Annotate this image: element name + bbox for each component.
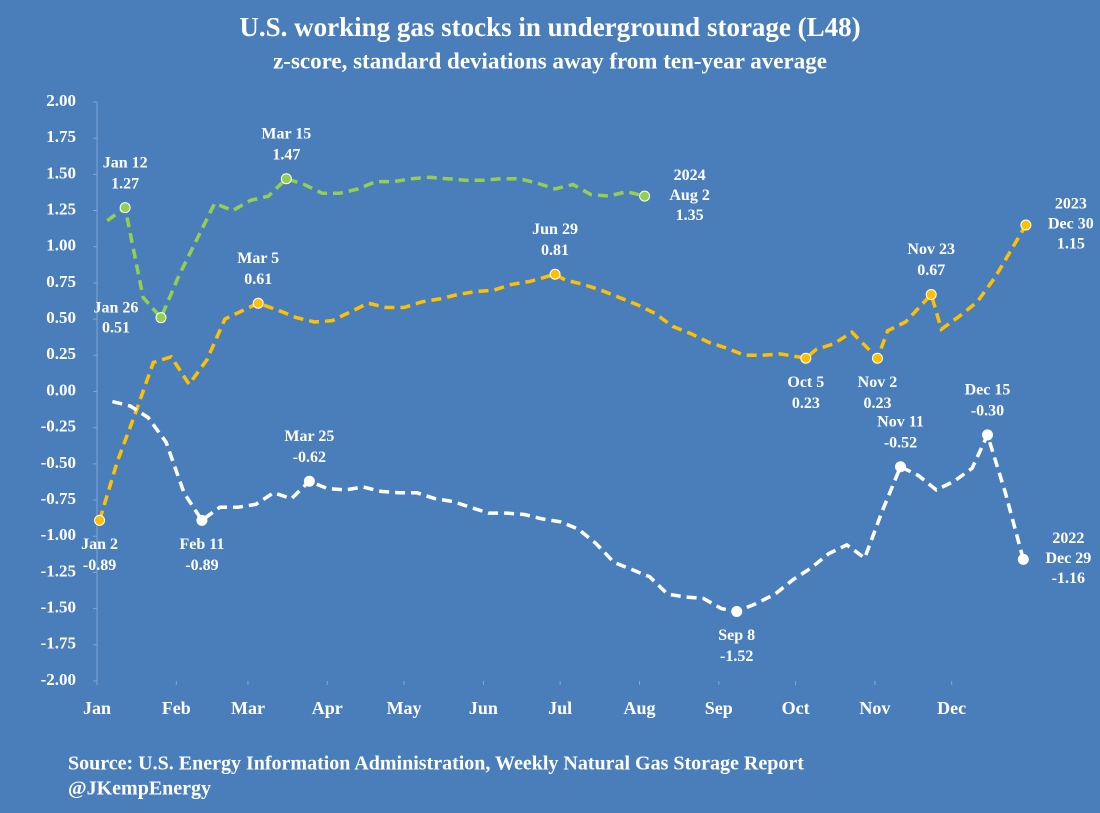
series-line — [106, 175, 646, 321]
y-tick-label: -0.25 — [41, 417, 76, 436]
point-marker — [94, 514, 106, 526]
point-marker — [1017, 553, 1029, 565]
point-marker — [639, 190, 651, 202]
y-tick-label: 1.25 — [46, 199, 76, 218]
y-tick-label: -1.00 — [41, 525, 76, 544]
point-date-label: Nov 11 — [877, 413, 924, 430]
point-date-label: Aug 2 — [669, 187, 709, 204]
point-value-label: -1.52 — [720, 648, 753, 665]
y-tick-label: 1.75 — [46, 127, 76, 146]
point-date-label: Jan 26 — [94, 299, 139, 316]
point-marker — [280, 173, 292, 185]
y-tick-label: -0.75 — [41, 489, 76, 508]
point-date-label: Oct 5 — [787, 374, 824, 391]
point-marker — [1020, 219, 1032, 231]
point-marker — [252, 297, 264, 309]
chart-title: U.S. working gas stocks in underground s… — [239, 12, 860, 42]
point-date-label: Jun 29 — [532, 221, 578, 238]
point-marker — [800, 352, 812, 364]
source-note: Source: U.S. Energy Information Administ… — [68, 753, 804, 775]
point-date-label: Mar 25 — [284, 428, 334, 445]
y-tick-label: -2.00 — [41, 670, 76, 689]
x-tick-label: Jun — [469, 698, 498, 718]
point-date-label: Nov 2 — [858, 374, 898, 391]
x-tick-label: Dec — [937, 698, 966, 718]
point-marker — [155, 312, 167, 324]
x-tick-label: Jul — [548, 698, 572, 718]
point-value-label: 0.67 — [917, 262, 945, 279]
y-tick-label: -1.50 — [41, 598, 76, 617]
series-line — [97, 224, 1028, 521]
x-tick-label: Aug — [623, 698, 655, 718]
y-tick-label: 2.00 — [46, 91, 76, 110]
y-tick-label: -1.75 — [41, 634, 76, 653]
x-tick-label: Oct — [782, 698, 810, 718]
point-value-label: 1.27 — [111, 175, 139, 192]
point-value-label: -1.16 — [1052, 570, 1085, 587]
series-name-label: 2023 — [1055, 196, 1087, 213]
point-date-label: Dec 30 — [1048, 216, 1094, 233]
point-marker — [549, 268, 561, 280]
point-marker — [731, 606, 743, 618]
y-tick-label: -0.50 — [41, 453, 76, 472]
point-value-label: 0.23 — [863, 395, 891, 412]
point-marker — [303, 475, 315, 487]
x-tick-label: Nov — [859, 698, 890, 718]
series-line — [111, 399, 1025, 614]
point-marker — [981, 429, 993, 441]
point-marker — [119, 202, 131, 214]
point-value-label: 0.61 — [244, 271, 272, 288]
x-tick-label: Apr — [312, 698, 343, 718]
y-tick-label: 0.00 — [46, 380, 76, 399]
point-value-label: -0.62 — [293, 449, 326, 466]
point-value-label: -0.52 — [884, 434, 917, 451]
point-value-label: 1.35 — [676, 207, 704, 224]
x-tick-label: Sep — [705, 698, 733, 718]
point-date-label: Mar 5 — [237, 250, 279, 267]
point-value-label: 0.81 — [541, 242, 569, 259]
point-value-label: 0.23 — [792, 395, 820, 412]
point-value-label: 1.47 — [272, 146, 300, 163]
point-date-label: Dec 29 — [1045, 550, 1091, 567]
point-marker — [196, 514, 208, 526]
y-tick-label: 0.50 — [46, 308, 76, 327]
y-tick-label: 1.50 — [46, 163, 76, 182]
x-tick-label: May — [387, 698, 422, 718]
y-tick-label: 0.75 — [46, 272, 76, 291]
y-tick-label: 1.00 — [46, 236, 76, 255]
point-date-label: Jan 2 — [81, 536, 118, 553]
series-name-label: 2022 — [1052, 530, 1084, 547]
point-value-label: 1.15 — [1057, 236, 1085, 253]
point-date-label: Sep 8 — [718, 627, 755, 644]
point-date-label: Dec 15 — [965, 382, 1011, 399]
x-tick-label: Mar — [231, 698, 265, 718]
point-marker — [871, 352, 883, 364]
point-value-label: -0.89 — [83, 557, 116, 574]
author-note: @JKempEnergy — [68, 778, 211, 800]
point-date-label: Mar 15 — [261, 125, 311, 142]
x-tick-label: Feb — [162, 698, 191, 718]
point-marker — [925, 289, 937, 301]
chart-subtitle: z-score, standard deviations away from t… — [273, 48, 827, 73]
point-value-label: 0.51 — [102, 319, 130, 336]
series-name-label: 2024 — [674, 167, 706, 184]
point-value-label: -0.89 — [185, 557, 218, 574]
point-marker — [894, 461, 906, 473]
point-date-label: Jan 12 — [103, 154, 148, 171]
point-date-label: Nov 23 — [907, 241, 955, 258]
y-tick-label: -1.25 — [41, 561, 76, 580]
y-tick-label: 0.25 — [46, 344, 76, 363]
point-date-label: Feb 11 — [179, 536, 224, 553]
point-value-label: -0.30 — [971, 403, 1004, 420]
x-tick-label: Jan — [83, 698, 111, 718]
